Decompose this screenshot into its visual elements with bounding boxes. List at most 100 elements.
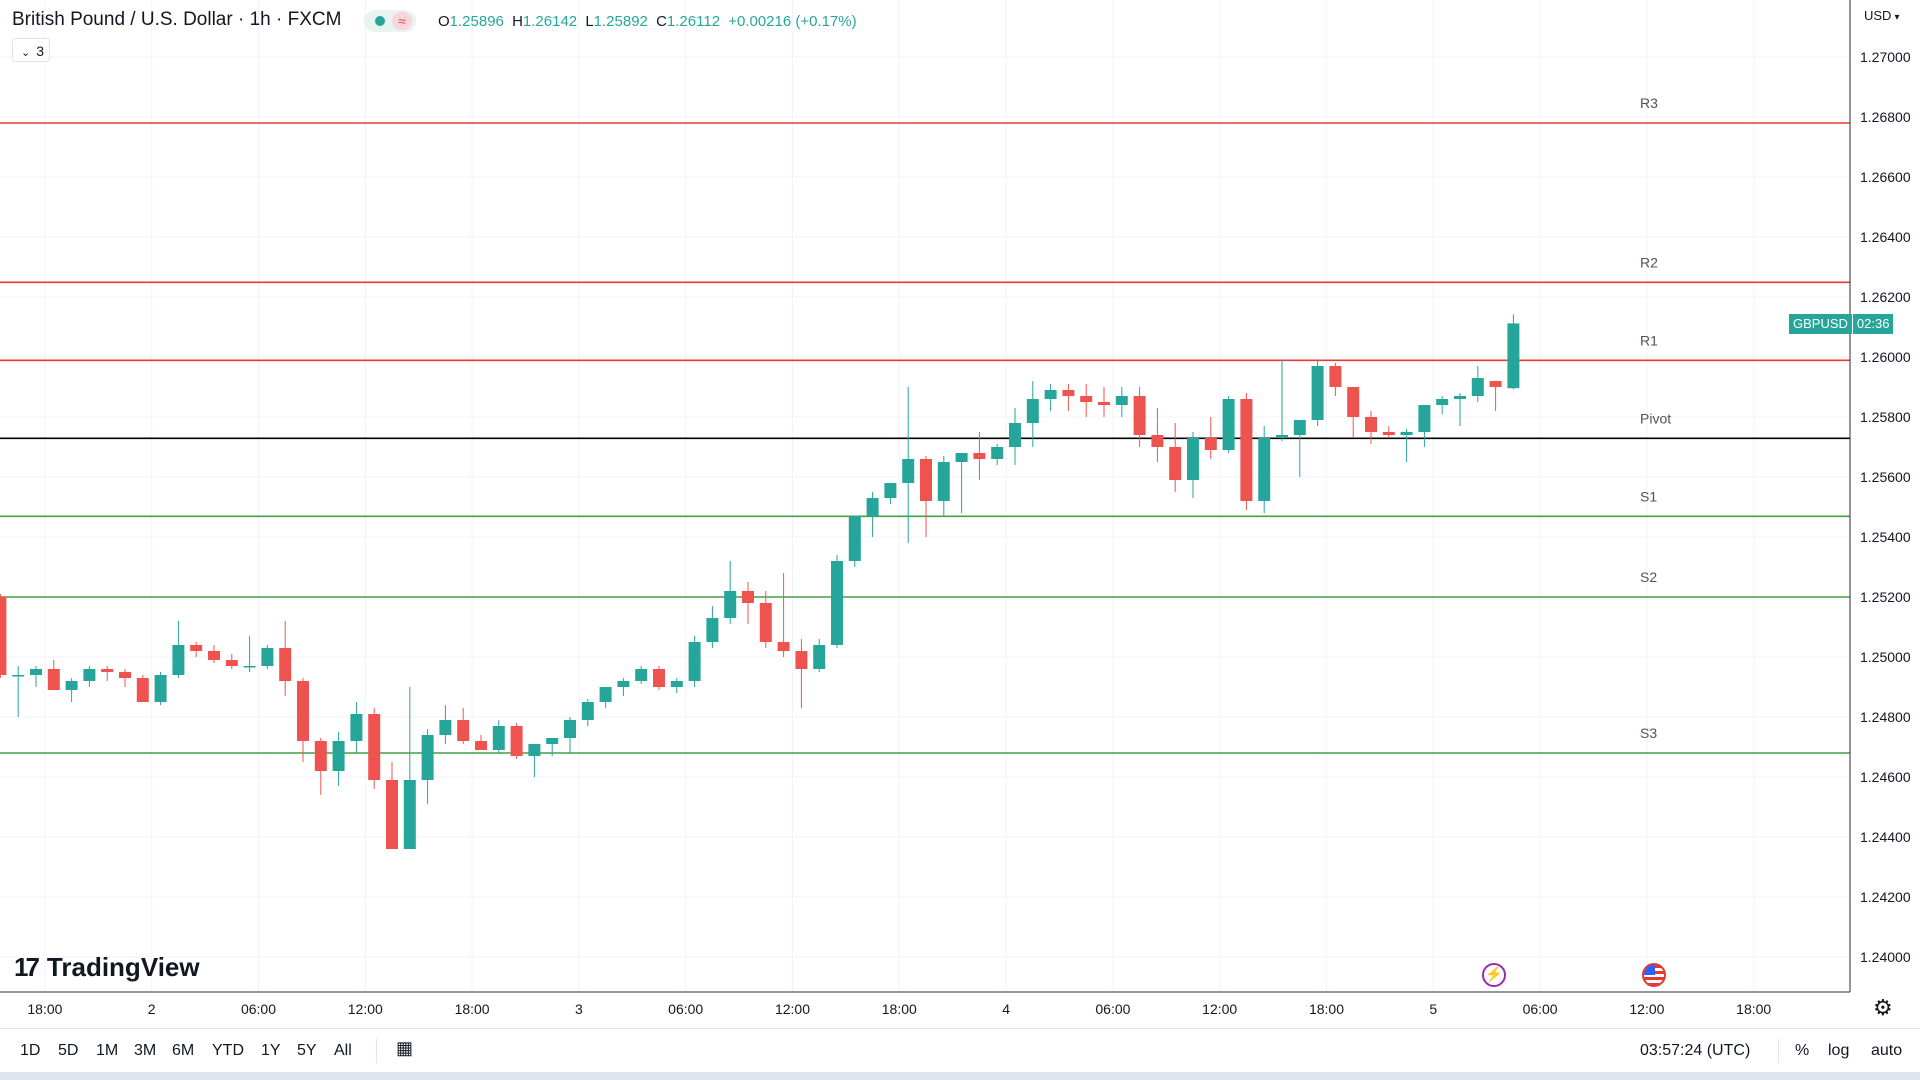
time-axis-label: 06:00 [668,1001,703,1017]
ohlc-change: +0.00216 (+0.17%) [728,13,857,30]
candle [564,717,576,753]
timeframe-5d[interactable]: 5D [58,1042,79,1059]
lightning-icon[interactable]: ⚡ [1482,963,1506,987]
pivot-level-label: R2 [1640,254,1658,270]
candle-body [101,669,114,672]
timeframe-1d[interactable]: 1D [20,1042,41,1059]
candle [688,636,701,687]
timeframe-1y[interactable]: 1Y [261,1042,281,1059]
candle [403,687,416,849]
gear-icon[interactable]: ⚙ [1873,995,1893,1020]
candle [581,699,594,726]
candle-body [759,603,772,642]
utc-clock[interactable]: 03:57:24 (UTC) [1640,1042,1751,1059]
flag-canton [1644,965,1655,975]
timeframe-1m[interactable]: 1M [96,1042,119,1059]
candle-body [1187,438,1199,480]
candle [386,762,398,849]
timeframe-ytd[interactable]: YTD [212,1042,244,1059]
candle [1044,384,1057,411]
tradingview-mark-icon: 17 [14,951,40,982]
candle [742,582,754,624]
candle [724,561,737,624]
price-axis-label: 1.25200 [1860,589,1911,605]
candle-body [1365,417,1377,432]
price-axis-label: 1.25400 [1860,529,1911,545]
candle [902,387,915,543]
price-axis-label: 1.26200 [1860,289,1911,305]
candle-body [1276,435,1288,438]
candle [1258,426,1271,513]
toolbar-divider [1778,1039,1779,1063]
pivot-level-label: R3 [1640,95,1658,111]
candle-body [848,516,861,561]
indicators-toggle[interactable]: ⌄ 3 [12,38,50,62]
candle-body [421,735,434,780]
candle-body [920,459,932,501]
candle [884,483,897,504]
percent-scale-toggle[interactable]: % [1795,1042,1810,1059]
tradingview-wordmark: TradingView [46,951,200,982]
time-axis-label: 18:00 [27,1001,62,1017]
pivot-level-label: R1 [1640,332,1658,348]
candle [831,555,843,648]
timeframe-all[interactable]: All [334,1042,352,1059]
pivot-level-label: S1 [1640,488,1657,504]
candle-body [1329,366,1342,387]
candle [208,645,220,663]
candle-body [1204,438,1217,450]
market-status-pill[interactable]: ≈ [364,10,416,32]
candle-body [225,660,238,666]
candle-body [724,591,737,618]
candle-body [1098,402,1110,405]
symbol-title[interactable]: British Pound / U.S. Dollar · 1h · FXCM [12,9,342,30]
candle [457,708,470,744]
candle-body [546,738,559,744]
time-axis[interactable]: 18:00 2 06:00 12:00 18:00 3 06:00 12:00 18:00 4 06… [0,991,1850,1017]
candle-body [368,714,381,780]
log-scale-toggle[interactable]: log [1828,1042,1850,1059]
candle [1400,429,1413,462]
chevron-down-icon: ⌄ [21,47,31,59]
timeframe-5y[interactable]: 5Y [297,1042,317,1059]
candle-body [136,678,149,702]
time-axis-label: 18:00 [1309,1001,1344,1017]
candle [119,669,131,687]
candle [1311,360,1324,426]
candle [759,591,772,648]
candle [1009,408,1021,465]
candle [1133,387,1146,447]
candle [421,729,434,804]
candle [937,456,950,516]
candle-body [243,666,256,668]
candle-body [617,681,630,687]
candle [154,672,167,705]
candle [1329,363,1342,396]
auto-scale-toggle[interactable]: auto [1871,1042,1903,1059]
candle-body [884,483,897,498]
candle-body [1115,396,1128,405]
price-axis-label: 1.26400 [1860,229,1911,245]
candle [1293,420,1306,477]
candle [706,606,719,648]
timeframe-6m[interactable]: 6M [172,1042,195,1059]
candle-body [991,447,1004,459]
candle [47,660,60,690]
tradingview-logo[interactable]: 17 TradingView [14,950,200,984]
candle-body [1507,323,1520,389]
time-axis-label: 12:00 [348,1001,383,1017]
timeframe-3m[interactable]: 3M [134,1042,157,1059]
ohlc-low-value: 1.25892 [593,13,648,30]
candle-body [688,642,701,681]
candle-body [297,681,309,741]
candle [1454,393,1466,426]
candle [813,639,826,672]
date-range-icon[interactable]: ▦ [396,1038,414,1058]
candle [1489,381,1502,411]
currency-selector[interactable]: USD ▾ [1864,8,1899,23]
candle-body [386,780,398,849]
us-flag-icon[interactable] [1642,963,1666,987]
candle [172,621,185,678]
price-axis[interactable]: 1.27000 1.26800 1.26600 1.26400 1.26200 1.260… [1849,0,1911,992]
